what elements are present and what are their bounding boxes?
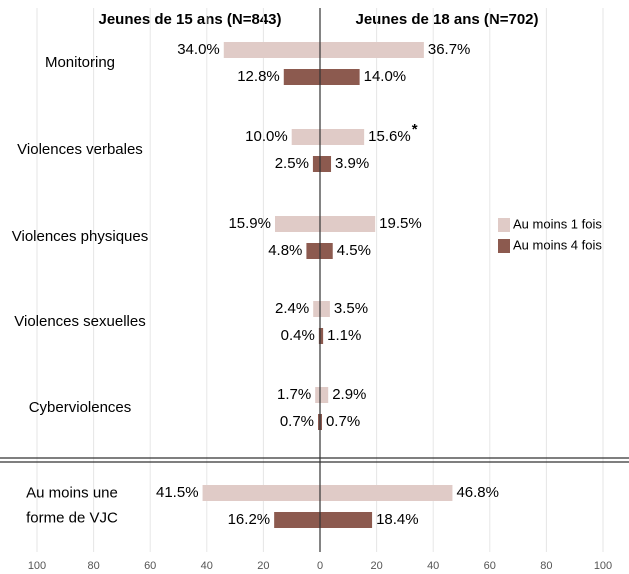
x-tick-label: 60 xyxy=(484,560,496,572)
bar xyxy=(320,42,424,58)
bar xyxy=(283,69,320,85)
category-label: Monitoring xyxy=(45,54,115,71)
category-label: Cyberviolences xyxy=(29,399,132,416)
value-label: 0.7% xyxy=(280,413,314,430)
category-label: Au moins une forme de VJC xyxy=(26,484,118,526)
bar xyxy=(306,243,320,259)
value-label: 2.5% xyxy=(275,155,309,172)
value-label: 15.6% xyxy=(368,128,411,145)
legend-label: Au moins 1 fois xyxy=(513,216,602,231)
bar xyxy=(275,216,320,232)
x-tick-label: 40 xyxy=(427,560,439,572)
bar xyxy=(320,129,365,145)
x-tick-label: 40 xyxy=(201,560,213,572)
value-label: 19.5% xyxy=(379,215,422,232)
value-label: 14.0% xyxy=(364,68,407,85)
category-label: Violences sexuelles xyxy=(14,313,145,330)
value-label: 34.0% xyxy=(177,41,220,58)
value-label: 0.4% xyxy=(281,327,315,344)
x-tick-label: 60 xyxy=(144,560,156,572)
x-tick-label: 100 xyxy=(28,560,46,572)
bar xyxy=(320,69,360,85)
legend-swatch xyxy=(498,218,510,232)
bar xyxy=(320,512,373,528)
value-label: 18.4% xyxy=(376,511,419,528)
group-title: Jeunes de 18 ans (N=702) xyxy=(355,11,538,28)
bar xyxy=(320,301,330,317)
x-tick-label: 100 xyxy=(594,560,612,572)
value-label: 41.5% xyxy=(156,484,199,501)
annotation: * xyxy=(412,121,418,138)
value-label: 3.5% xyxy=(334,300,368,317)
category-label: Violences verbales xyxy=(17,141,143,158)
bar xyxy=(320,485,453,501)
value-label: 36.7% xyxy=(428,41,471,58)
legend-swatch xyxy=(498,239,510,253)
value-label: 10.0% xyxy=(245,128,288,145)
bar xyxy=(274,512,320,528)
value-label: 4.8% xyxy=(268,242,302,259)
value-label: 3.9% xyxy=(335,155,369,172)
bar xyxy=(320,414,322,430)
value-label: 1.1% xyxy=(327,327,361,344)
value-label: 12.8% xyxy=(237,68,280,85)
value-label: 16.2% xyxy=(228,511,271,528)
value-label: 0.7% xyxy=(326,413,360,430)
bar xyxy=(312,156,320,172)
bar xyxy=(320,156,332,172)
bar xyxy=(315,387,320,403)
value-label: 4.5% xyxy=(337,242,371,259)
bar xyxy=(320,243,333,259)
bar xyxy=(202,485,320,501)
bar xyxy=(320,328,324,344)
value-label: 46.8% xyxy=(456,484,499,501)
x-tick-label: 80 xyxy=(540,560,552,572)
x-tick-label: 0 xyxy=(317,560,323,572)
x-tick-label: 20 xyxy=(257,560,269,572)
bar xyxy=(320,387,329,403)
value-label: 2.4% xyxy=(275,300,309,317)
bar xyxy=(318,414,320,430)
value-label: 15.9% xyxy=(228,215,271,232)
x-tick-label: 80 xyxy=(87,560,99,572)
legend-label: Au moins 4 fois xyxy=(513,237,602,252)
x-tick-label: 20 xyxy=(370,560,382,572)
value-label: 2.9% xyxy=(332,386,366,403)
category-label: Violences physiques xyxy=(12,228,148,245)
bar xyxy=(291,129,320,145)
group-title: Jeunes de 15 ans (N=843) xyxy=(98,11,281,28)
bar xyxy=(320,216,376,232)
value-label: 1.7% xyxy=(277,386,311,403)
bar xyxy=(313,301,320,317)
bar xyxy=(223,42,320,58)
